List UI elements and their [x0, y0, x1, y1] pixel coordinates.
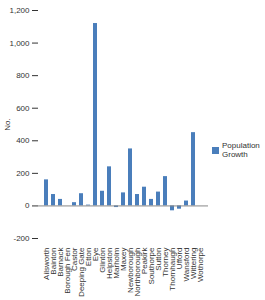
svg-text:Northborough: Northborough	[133, 247, 143, 297]
svg-text:0: 0	[25, 201, 30, 210]
svg-text:Castor: Castor	[70, 247, 80, 272]
svg-text:Peakirk: Peakirk	[140, 247, 150, 275]
html-text:Population Growth: Population Growth	[222, 141, 260, 159]
svg-text:Wothorpe: Wothorpe	[196, 247, 205, 282]
svg-text:Glinton: Glinton	[98, 247, 108, 273]
svg-text:Ailsworth: Ailsworth	[42, 247, 52, 280]
svg-text:1,000: 1,000	[9, 39, 30, 48]
svg-text:Southorpe: Southorpe	[147, 247, 157, 285]
svg-text:Helpston: Helpston	[105, 247, 115, 280]
svg-text:Wansford: Wansford	[182, 247, 192, 282]
svg-text:400: 400	[16, 136, 30, 145]
svg-text:Marholm: Marholm	[112, 247, 122, 279]
svg-text:Thornhaugh: Thornhaugh	[168, 247, 178, 291]
svg-text:Ufford: Ufford	[175, 247, 185, 270]
svg-text:Maxey: Maxey	[119, 247, 129, 272]
svg-text:Borough Fen: Borough Fen	[63, 247, 73, 294]
svg-text:Deeping Gate: Deeping Gate	[77, 247, 87, 297]
svg-text:Etton: Etton	[84, 247, 94, 267]
svg-text:Barnack: Barnack	[56, 247, 66, 277]
svg-text:200: 200	[16, 169, 30, 178]
svg-text:-200: -200	[13, 234, 30, 243]
svg-text:Sutton: Sutton	[154, 247, 164, 271]
svg-text:Newborough: Newborough	[126, 247, 136, 293]
svg-text:Wittering: Wittering	[189, 247, 199, 280]
svg-text:Bainton: Bainton	[49, 247, 59, 275]
svg-text:No.: No.	[3, 118, 12, 130]
svg-text:800: 800	[16, 71, 30, 80]
svg-text:Thorney: Thorney	[161, 247, 171, 277]
svg-text:600: 600	[16, 104, 30, 113]
svg-text:1,200: 1,200	[9, 6, 30, 15]
svg-text:Eye: Eye	[91, 247, 101, 262]
